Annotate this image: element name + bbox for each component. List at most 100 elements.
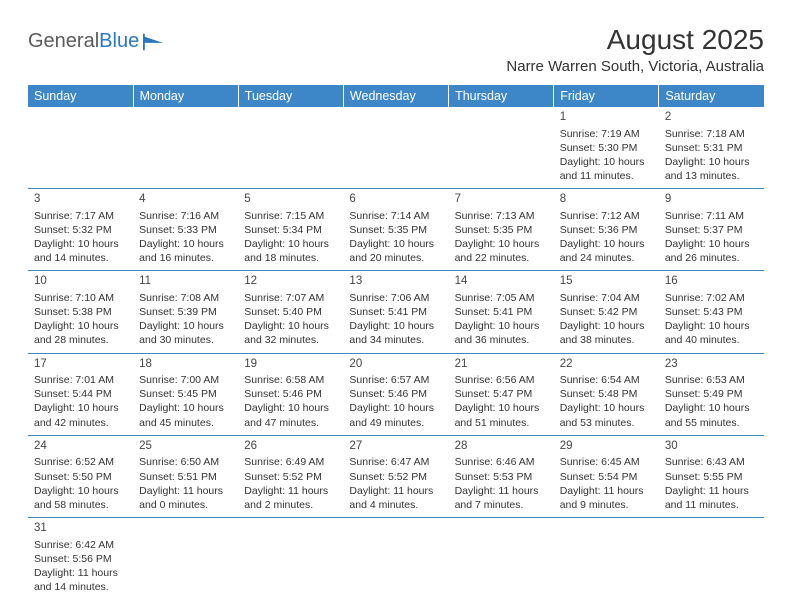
title-block: August 2025 Narre Warren South, Victoria… [506, 24, 764, 75]
sunset-text: Sunset: 5:45 PM [139, 387, 232, 401]
day-number: 27 [349, 439, 442, 455]
calendar-day-cell: 3Sunrise: 7:17 AMSunset: 5:32 PMDaylight… [28, 189, 133, 271]
daylight-text: Daylight: 10 hours and 51 minutes. [455, 401, 548, 429]
day-info: Sunrise: 7:08 AMSunset: 5:39 PMDaylight:… [139, 291, 232, 348]
day-info: Sunrise: 6:45 AMSunset: 5:54 PMDaylight:… [560, 455, 653, 512]
day-info: Sunrise: 7:04 AMSunset: 5:42 PMDaylight:… [560, 291, 653, 348]
calendar-day-cell: 8Sunrise: 7:12 AMSunset: 5:36 PMDaylight… [554, 189, 659, 271]
sunset-text: Sunset: 5:51 PM [139, 470, 232, 484]
weekday-header: Saturday [659, 85, 764, 107]
day-info: Sunrise: 6:58 AMSunset: 5:46 PMDaylight:… [244, 373, 337, 430]
calendar-day-cell: 5Sunrise: 7:15 AMSunset: 5:34 PMDaylight… [238, 189, 343, 271]
day-number: 6 [349, 192, 442, 208]
calendar-day-cell: 16Sunrise: 7:02 AMSunset: 5:43 PMDayligh… [659, 271, 764, 353]
sunset-text: Sunset: 5:41 PM [349, 305, 442, 319]
sunrise-text: Sunrise: 7:06 AM [349, 291, 442, 305]
calendar-day-cell: 9Sunrise: 7:11 AMSunset: 5:37 PMDaylight… [659, 189, 764, 271]
day-info: Sunrise: 7:10 AMSunset: 5:38 PMDaylight:… [34, 291, 127, 348]
day-number: 15 [560, 274, 653, 290]
flag-icon [143, 33, 165, 51]
day-info: Sunrise: 6:54 AMSunset: 5:48 PMDaylight:… [560, 373, 653, 430]
calendar-week-row: 1Sunrise: 7:19 AMSunset: 5:30 PMDaylight… [28, 107, 764, 189]
weekday-header: Friday [554, 85, 659, 107]
weekday-header: Thursday [449, 85, 554, 107]
sunset-text: Sunset: 5:31 PM [665, 141, 758, 155]
sunrise-text: Sunrise: 6:43 AM [665, 455, 758, 469]
calendar-day-cell: 20Sunrise: 6:57 AMSunset: 5:46 PMDayligh… [343, 353, 448, 435]
sunset-text: Sunset: 5:38 PM [34, 305, 127, 319]
day-info: Sunrise: 6:42 AMSunset: 5:56 PMDaylight:… [34, 538, 127, 595]
logo-text: GeneralBlue [28, 30, 139, 53]
sunset-text: Sunset: 5:50 PM [34, 470, 127, 484]
calendar-empty-cell [449, 107, 554, 189]
day-number: 9 [665, 192, 758, 208]
day-number: 25 [139, 439, 232, 455]
day-number: 2 [665, 110, 758, 126]
sunset-text: Sunset: 5:53 PM [455, 470, 548, 484]
calendar-day-cell: 23Sunrise: 6:53 AMSunset: 5:49 PMDayligh… [659, 353, 764, 435]
daylight-text: Daylight: 11 hours and 0 minutes. [139, 484, 232, 512]
day-info: Sunrise: 7:16 AMSunset: 5:33 PMDaylight:… [139, 209, 232, 266]
daylight-text: Daylight: 10 hours and 40 minutes. [665, 319, 758, 347]
calendar-day-cell: 12Sunrise: 7:07 AMSunset: 5:40 PMDayligh… [238, 271, 343, 353]
sunset-text: Sunset: 5:41 PM [455, 305, 548, 319]
calendar-empty-cell [238, 518, 343, 600]
day-number: 30 [665, 439, 758, 455]
calendar-empty-cell [343, 107, 448, 189]
daylight-text: Daylight: 10 hours and 30 minutes. [139, 319, 232, 347]
daylight-text: Daylight: 10 hours and 14 minutes. [34, 237, 127, 265]
day-info: Sunrise: 7:13 AMSunset: 5:35 PMDaylight:… [455, 209, 548, 266]
calendar-empty-cell [449, 518, 554, 600]
location-text: Narre Warren South, Victoria, Australia [506, 58, 764, 75]
page-header: GeneralBlue August 2025 Narre Warren Sou… [28, 24, 764, 75]
day-info: Sunrise: 6:57 AMSunset: 5:46 PMDaylight:… [349, 373, 442, 430]
day-number: 24 [34, 439, 127, 455]
day-info: Sunrise: 7:15 AMSunset: 5:34 PMDaylight:… [244, 209, 337, 266]
day-number: 23 [665, 357, 758, 373]
calendar-table: SundayMondayTuesdayWednesdayThursdayFrid… [28, 85, 764, 599]
daylight-text: Daylight: 10 hours and 58 minutes. [34, 484, 127, 512]
day-info: Sunrise: 6:53 AMSunset: 5:49 PMDaylight:… [665, 373, 758, 430]
calendar-week-row: 31Sunrise: 6:42 AMSunset: 5:56 PMDayligh… [28, 518, 764, 600]
day-number: 10 [34, 274, 127, 290]
day-number: 12 [244, 274, 337, 290]
sunrise-text: Sunrise: 6:47 AM [349, 455, 442, 469]
calendar-day-cell: 25Sunrise: 6:50 AMSunset: 5:51 PMDayligh… [133, 435, 238, 517]
sunrise-text: Sunrise: 7:19 AM [560, 127, 653, 141]
sunrise-text: Sunrise: 6:50 AM [139, 455, 232, 469]
day-info: Sunrise: 6:46 AMSunset: 5:53 PMDaylight:… [455, 455, 548, 512]
sunset-text: Sunset: 5:32 PM [34, 223, 127, 237]
day-info: Sunrise: 7:14 AMSunset: 5:35 PMDaylight:… [349, 209, 442, 266]
sunset-text: Sunset: 5:34 PM [244, 223, 337, 237]
calendar-day-cell: 28Sunrise: 6:46 AMSunset: 5:53 PMDayligh… [449, 435, 554, 517]
daylight-text: Daylight: 10 hours and 55 minutes. [665, 401, 758, 429]
sunset-text: Sunset: 5:30 PM [560, 141, 653, 155]
calendar-week-row: 10Sunrise: 7:10 AMSunset: 5:38 PMDayligh… [28, 271, 764, 353]
calendar-empty-cell [343, 518, 448, 600]
day-info: Sunrise: 7:19 AMSunset: 5:30 PMDaylight:… [560, 127, 653, 184]
sunset-text: Sunset: 5:46 PM [244, 387, 337, 401]
sunrise-text: Sunrise: 7:00 AM [139, 373, 232, 387]
day-number: 11 [139, 274, 232, 290]
daylight-text: Daylight: 11 hours and 4 minutes. [349, 484, 442, 512]
daylight-text: Daylight: 10 hours and 26 minutes. [665, 237, 758, 265]
calendar-week-row: 3Sunrise: 7:17 AMSunset: 5:32 PMDaylight… [28, 189, 764, 271]
sunrise-text: Sunrise: 7:10 AM [34, 291, 127, 305]
calendar-week-row: 17Sunrise: 7:01 AMSunset: 5:44 PMDayligh… [28, 353, 764, 435]
sunset-text: Sunset: 5:36 PM [560, 223, 653, 237]
daylight-text: Daylight: 10 hours and 47 minutes. [244, 401, 337, 429]
sunset-text: Sunset: 5:43 PM [665, 305, 758, 319]
daylight-text: Daylight: 10 hours and 18 minutes. [244, 237, 337, 265]
sunrise-text: Sunrise: 7:14 AM [349, 209, 442, 223]
sunrise-text: Sunrise: 6:49 AM [244, 455, 337, 469]
sunset-text: Sunset: 5:54 PM [560, 470, 653, 484]
calendar-empty-cell [238, 107, 343, 189]
day-number: 7 [455, 192, 548, 208]
daylight-text: Daylight: 11 hours and 2 minutes. [244, 484, 337, 512]
weekday-header: Tuesday [238, 85, 343, 107]
sunset-text: Sunset: 5:49 PM [665, 387, 758, 401]
day-number: 26 [244, 439, 337, 455]
sunset-text: Sunset: 5:42 PM [560, 305, 653, 319]
calendar-empty-cell [133, 518, 238, 600]
day-number: 18 [139, 357, 232, 373]
